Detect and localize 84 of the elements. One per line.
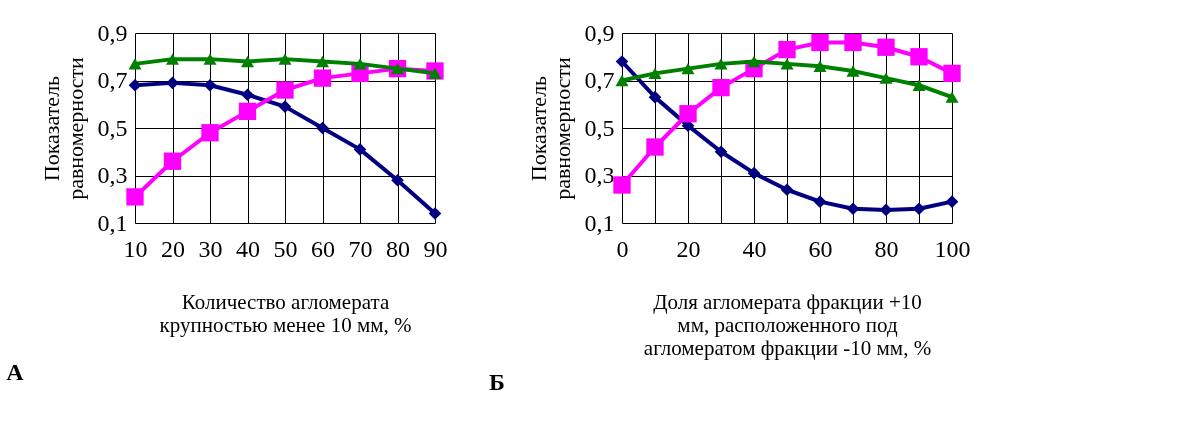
point: [203, 78, 217, 92]
y-tick-label: 0,1: [97, 209, 128, 236]
point: [241, 88, 254, 102]
point: [780, 183, 794, 197]
y-tick-label: 0,9: [97, 19, 128, 46]
x-tick-label: 70: [348, 235, 373, 262]
point: [163, 152, 182, 170]
x-axis-title: Доля агломерата фракции +10 мм, расположенного под агломератом фракции -10 мм, %: [643, 289, 932, 360]
point: [391, 173, 404, 187]
point: [747, 166, 761, 180]
y-tick-label: 0,9: [584, 19, 615, 46]
x-tick-label: 90: [423, 235, 448, 262]
x-tick-label: 40: [236, 235, 260, 262]
point: [316, 121, 329, 135]
y-axis-title: Показатель равномерности: [525, 56, 575, 200]
point: [813, 195, 827, 208]
point: [877, 38, 895, 56]
point: [428, 207, 442, 220]
y-tick-label: 0,1: [584, 209, 615, 236]
point: [165, 53, 180, 65]
x-tick-label: 0: [616, 235, 629, 262]
point: [315, 55, 330, 68]
point: [846, 202, 860, 216]
x-tick-label: 80: [386, 235, 410, 262]
point: [945, 91, 959, 103]
point: [278, 53, 292, 65]
point: [278, 100, 292, 113]
y-tick-label: 0,3: [584, 162, 615, 188]
point: [128, 78, 142, 92]
point: [778, 40, 796, 59]
point: [811, 33, 829, 52]
point: [714, 145, 728, 159]
x-axis-title: Количество агломерата крупностью менее 10 мм, %: [159, 289, 412, 337]
x-tick-label: 40: [742, 235, 767, 262]
point: [166, 76, 179, 90]
y-tick-label: 0,5: [584, 114, 615, 141]
point: [712, 78, 730, 97]
point: [844, 33, 862, 52]
x-tick-label: 100: [934, 235, 971, 262]
x-tick-label: 60: [808, 235, 833, 262]
point: [648, 67, 662, 80]
y-tick-label: 0,3: [97, 162, 128, 188]
point: [879, 203, 893, 217]
point: [780, 58, 794, 70]
point: [615, 55, 629, 68]
point: [276, 81, 294, 99]
y-tick-label: 0,7: [97, 67, 128, 93]
point: [943, 64, 961, 83]
y-tick-label: 0,5: [97, 114, 128, 141]
text: Б: [489, 369, 505, 395]
point: [714, 58, 728, 70]
y-axis-title: Показатель равномерности: [38, 56, 88, 200]
point: [813, 60, 827, 72]
point: [353, 58, 367, 70]
point: [353, 143, 367, 156]
point: [912, 202, 926, 216]
text: А: [6, 359, 25, 385]
x-tick-label: 20: [676, 235, 701, 262]
point: [646, 138, 664, 156]
x-tick-label: 10: [123, 235, 148, 262]
x-tick-label: 80: [874, 235, 899, 262]
point: [201, 124, 219, 142]
point: [128, 58, 142, 70]
point: [945, 195, 959, 208]
point: [238, 102, 257, 121]
point: [203, 53, 217, 65]
point: [613, 176, 631, 194]
point: [240, 55, 255, 68]
point: [879, 72, 893, 84]
point: [126, 188, 144, 206]
point: [912, 79, 926, 91]
point: [428, 67, 442, 80]
x-tick-label: 30: [198, 235, 223, 262]
point: [313, 69, 332, 87]
point: [910, 48, 928, 66]
point: [681, 62, 695, 75]
x-tick-label: 20: [161, 235, 185, 262]
point: [615, 74, 629, 87]
point: [648, 90, 662, 104]
x-tick-label: 60: [311, 235, 335, 262]
point: [679, 105, 697, 123]
y-tick-label: 0,7: [584, 67, 615, 93]
point: [846, 65, 860, 77]
x-tick-label: 50: [273, 235, 298, 262]
